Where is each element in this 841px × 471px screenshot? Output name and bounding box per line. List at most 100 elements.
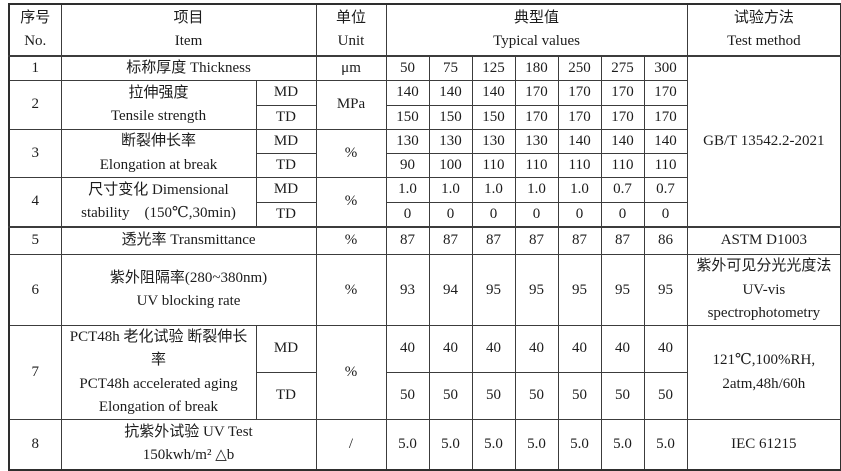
value-cell: 110 [471, 152, 516, 179]
item-line1: 尺寸变化 Dimensional [88, 181, 229, 198]
item-cell: 抗紫外试验 UV Test 150kwh/m² △b [60, 419, 317, 470]
value-cell: 5.0 [600, 419, 645, 470]
row-4-dimensional-td: TD 0 0 0 0 0 0 0 [9, 201, 841, 228]
value-cell: 0 [385, 201, 430, 228]
value-cell: 50 [514, 372, 559, 420]
item-en: Elongation at break [99, 156, 218, 173]
value-cell: 0 [600, 201, 645, 228]
row-3-elongation-td: TD 90 100 110 110 110 110 110 [9, 152, 841, 179]
row-7-pct-aging-md: 7 PCT48h 老化试验 断裂伸长率 PCT48h accelerated a… [8, 325, 841, 420]
unit-cell: / [315, 419, 387, 470]
row-2-tensile-md: 2 拉伸强度 Tensile strength MD MPa 140 140 1… [8, 80, 841, 130]
value-cell: 140 [643, 128, 688, 155]
value-cell: 95 [557, 254, 602, 326]
no-cell: 1 [8, 55, 62, 82]
value-cell: 180 [514, 55, 559, 82]
method-cell-uvvis: 紫外可见分光光度法 UV-vis spectrophotometry [686, 254, 841, 326]
header-item-en: Item [174, 33, 203, 49]
value-cell: 87 [514, 225, 559, 256]
item-cell: 断裂伸长率 Elongation at break [60, 128, 257, 179]
value-cell: 0 [471, 201, 516, 228]
value-cell: 87 [428, 225, 473, 256]
value-cell: 5.0 [514, 419, 559, 470]
value-cell: 87 [471, 225, 516, 256]
value-cell: 40 [471, 325, 516, 373]
md-label-cell: MD [255, 80, 317, 106]
value-cell: 0.7 [600, 177, 645, 203]
item-cell: PCT48h 老化试验 断裂伸长率 PCT48h accelerated agi… [60, 325, 257, 420]
value-cell: 50 [428, 372, 473, 420]
header-test-method: 试验方法 Test method [686, 3, 841, 57]
value-cell: 125 [471, 55, 516, 82]
item-line2: PCT48h accelerated aging [79, 375, 238, 392]
method-line1: 紫外可见分光光度法 [696, 258, 832, 275]
unit-cell: % [315, 254, 387, 326]
value-cell: 40 [600, 325, 645, 373]
unit-cell: % [315, 225, 387, 256]
header-method-en: Test method [727, 33, 801, 49]
unit-cell: % [315, 128, 387, 179]
value-cell: 87 [557, 225, 602, 256]
value-cell: 150 [471, 104, 516, 130]
value-cell: 170 [514, 80, 559, 106]
method-cell-iec: IEC 61215 [686, 419, 841, 470]
value-cell: 40 [385, 325, 430, 373]
item-en: Tensile strength [110, 108, 207, 124]
value-cell: 50 [600, 372, 645, 420]
value-cell: 150 [385, 104, 430, 130]
value-cell: 0 [557, 201, 602, 228]
value-cell: 0 [428, 201, 473, 228]
method-cell-astm: ASTM D1003 [686, 225, 841, 256]
header-item: 项目 Item [60, 3, 317, 57]
value-cell: 0 [514, 201, 559, 228]
value-cell: 1.0 [428, 177, 473, 203]
header-method-zh: 试验方法 [733, 9, 794, 26]
value-cell: 140 [557, 128, 602, 155]
value-cell: 100 [428, 152, 473, 179]
value-cell: 170 [557, 80, 602, 106]
value-cell: 5.0 [643, 419, 688, 470]
value-cell: 75 [428, 55, 473, 82]
spec-table: 序号 No. 项目 Item 单位 Unit 典型值 Typical value… [8, 3, 841, 471]
unit-cell: μm [315, 55, 387, 82]
value-cell: 140 [471, 80, 516, 106]
no-cell: 2 [8, 80, 62, 130]
unit-cell: % [315, 177, 387, 228]
md-label-cell: MD [255, 177, 317, 203]
item-line1: 紫外阻隔率(280~380nm) [109, 269, 268, 286]
unit-cell: MPa [315, 80, 387, 130]
item-line3: Elongation of break [98, 398, 219, 415]
value-cell: 87 [385, 225, 430, 256]
value-cell: 1.0 [471, 177, 516, 203]
header-unit-en: Unit [337, 33, 365, 49]
value-cell: 150 [428, 104, 473, 130]
item-cell: 尺寸变化 Dimensional stability (150℃,30min) [60, 177, 257, 228]
header-typical-en: Typical values [493, 33, 580, 49]
header-typical-zh: 典型值 [514, 9, 560, 26]
value-cell: 50 [385, 55, 430, 82]
value-cell: 94 [428, 254, 473, 326]
header-no-en: No. [24, 33, 47, 49]
value-cell: 1.0 [514, 177, 559, 203]
item-line2: stability (150℃,30min) [81, 205, 236, 221]
row-1-thickness: 1 标称厚度 Thickness μm 50 75 125 180 250 27… [8, 55, 841, 228]
value-cell: 170 [643, 80, 688, 106]
value-cell: 130 [514, 128, 559, 155]
value-cell: 140 [600, 128, 645, 155]
value-cell: 170 [600, 80, 645, 106]
value-cell: 86 [643, 225, 688, 256]
value-cell: 0.7 [643, 177, 688, 203]
value-cell: 130 [471, 128, 516, 155]
method-cell-pct: 121℃,100%RH, 2atm,48h/60h [686, 325, 841, 420]
value-cell: 93 [385, 254, 430, 326]
md-label-cell: MD [255, 128, 317, 155]
value-cell: 170 [600, 104, 645, 130]
td-label-cell: TD [255, 104, 317, 130]
value-cell: 50 [643, 372, 688, 420]
item-cell: 标称厚度 Thickness [60, 55, 317, 82]
value-cell: 110 [557, 152, 602, 179]
value-cell: 50 [557, 372, 602, 420]
td-label-cell: TD [255, 152, 317, 179]
header-row: 序号 No. 项目 Item 单位 Unit 典型值 Typical value… [8, 3, 841, 57]
value-cell: 0 [643, 201, 688, 228]
